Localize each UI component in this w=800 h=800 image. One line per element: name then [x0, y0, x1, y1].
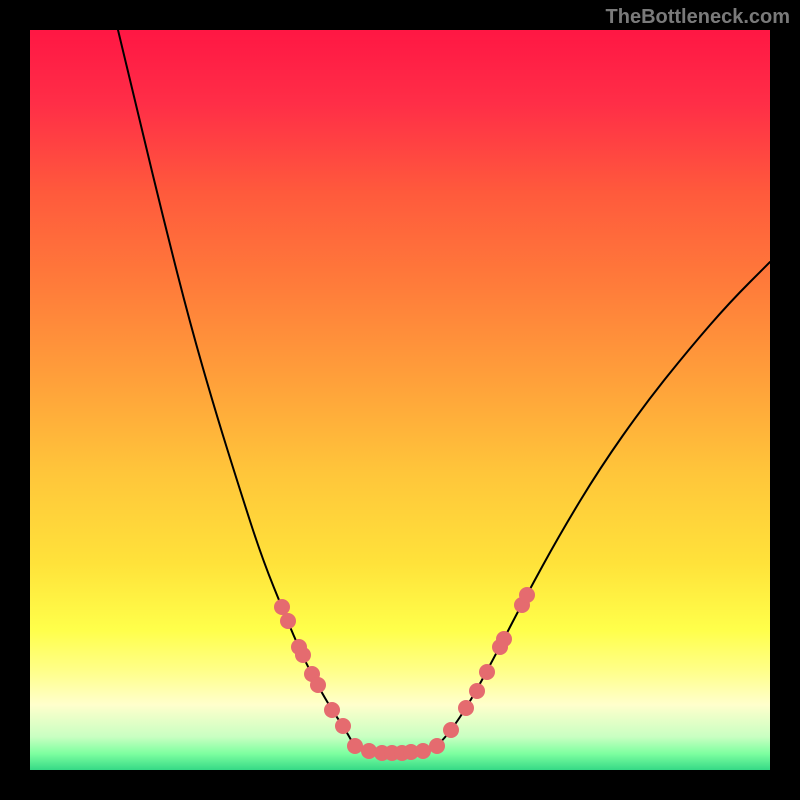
- data-point: [295, 647, 311, 663]
- chart-container: TheBottleneck.com: [0, 0, 800, 800]
- data-point: [274, 599, 290, 615]
- data-point: [479, 664, 495, 680]
- watermark-text: TheBottleneck.com: [606, 6, 790, 29]
- data-point: [443, 722, 459, 738]
- data-point: [519, 587, 535, 603]
- data-point: [310, 677, 326, 693]
- data-point: [496, 631, 512, 647]
- bottleneck-plot: [30, 30, 770, 770]
- data-point: [335, 718, 351, 734]
- data-point: [429, 738, 445, 754]
- data-point: [280, 613, 296, 629]
- plot-background: [30, 30, 770, 770]
- data-point: [347, 738, 363, 754]
- data-point: [415, 743, 431, 759]
- data-point: [324, 702, 340, 718]
- data-point: [469, 683, 485, 699]
- data-point: [458, 700, 474, 716]
